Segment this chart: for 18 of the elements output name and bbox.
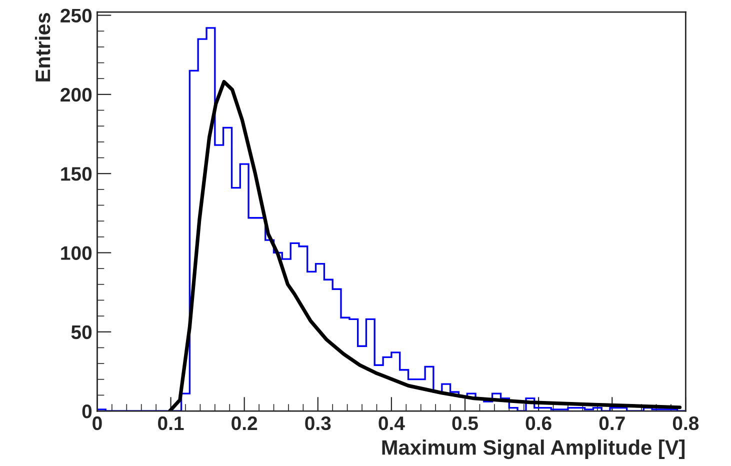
x-tick-label: 0.3 bbox=[305, 416, 331, 430]
x-tick-label: 0.8 bbox=[672, 416, 699, 430]
y-axis-title: Entries bbox=[34, 12, 50, 82]
x-tick-label: 0.4 bbox=[378, 416, 405, 430]
y-tick-label: 50 bbox=[71, 325, 92, 340]
y-tick-label: 200 bbox=[60, 88, 92, 102]
x-tick-label: 0.7 bbox=[599, 416, 625, 430]
x-tick-label: 0.6 bbox=[526, 416, 552, 430]
line-series bbox=[168, 80, 682, 412]
x-tick-label: 0 bbox=[92, 416, 102, 430]
x-tick-label: 0.2 bbox=[232, 416, 258, 430]
y-tick-label: 250 bbox=[60, 8, 92, 23]
x-tick-label: 0.1 bbox=[158, 416, 184, 430]
y-tick-label: 100 bbox=[61, 246, 92, 260]
x-tick-label: 0.5 bbox=[452, 416, 478, 430]
y-tick-label: 0 bbox=[82, 404, 92, 418]
y-tick-label: 150 bbox=[61, 167, 92, 181]
x-axis-title: Maximum Signal Amplitude [V] bbox=[382, 440, 685, 460]
